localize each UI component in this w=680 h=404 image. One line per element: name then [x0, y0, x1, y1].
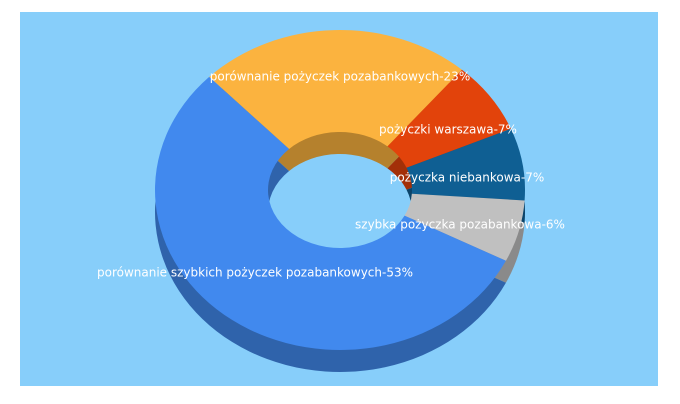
- data-label: pożyczki warszawa-7%: [379, 123, 517, 137]
- slice: [209, 29, 462, 149]
- slice: [404, 193, 525, 261]
- slice: [155, 76, 506, 350]
- data-label: szybka pożyczka pozabankowa-6%: [355, 218, 565, 232]
- data-label: porównanie pożyczek pozabankowych-23%: [210, 70, 470, 84]
- data-label: pożyczka niebankowa-7%: [390, 171, 544, 185]
- slice: [387, 69, 511, 168]
- data-label: porównanie szybkich pożyczek pozabankowy…: [97, 266, 413, 280]
- slice: [406, 128, 525, 201]
